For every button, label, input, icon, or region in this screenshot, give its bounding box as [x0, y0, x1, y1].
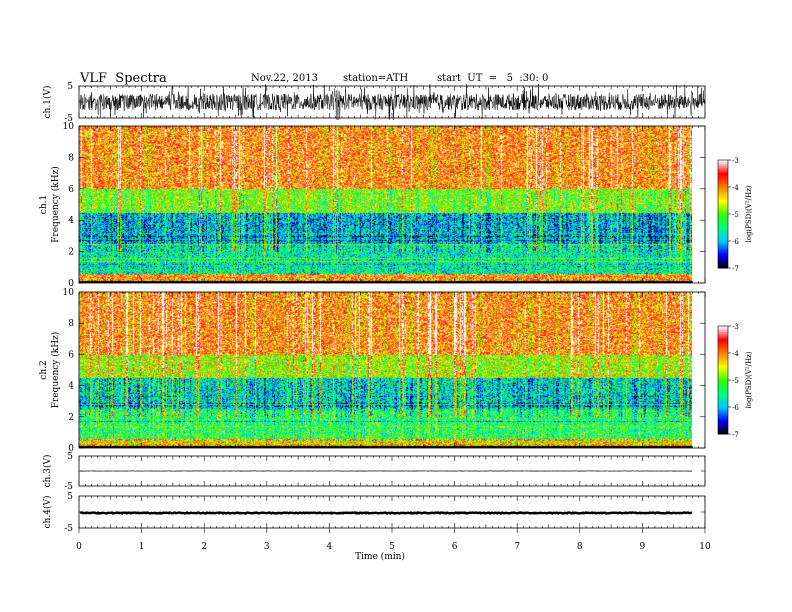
- y-tick-label: -5: [64, 524, 73, 534]
- y-tick-label: 10: [63, 288, 75, 298]
- y-axis-label-frequency: Frequency (kHz): [50, 332, 61, 409]
- colorbar-tick-label: -5: [732, 377, 739, 385]
- x-tick-label: 2: [201, 542, 207, 552]
- start-time-label: start UT = 5 :30: 0: [437, 73, 549, 84]
- ch2-spectrogram: 0 2 4 6 8 10 ch.2 Frequency (kHz) -3 -4 -5 -6 -7 log(…: [39, 288, 753, 454]
- colorbar-label: log(PSD)(V²/Hz): [745, 351, 753, 408]
- x-tick-label: 10: [699, 542, 711, 552]
- y-tick-label: 4: [68, 382, 74, 392]
- colorbar-tick-label: -4: [732, 350, 739, 358]
- y-tick-label: -5: [64, 114, 73, 124]
- chart-title: VLF Spectra: [80, 71, 167, 86]
- waveform-line: [79, 510, 693, 515]
- y-tick-label: 2: [68, 413, 74, 423]
- date-label: Nov.22, 2013: [251, 73, 318, 84]
- colorbar-tick-label: -5: [732, 211, 739, 219]
- x-tick-label: 7: [514, 542, 520, 552]
- colorbar-tick-label: -3: [732, 323, 739, 331]
- x-tick-label: 6: [452, 542, 458, 552]
- x-tick-label: 0: [76, 542, 82, 552]
- y-tick-label: 6: [68, 350, 74, 360]
- y-axis-label: ch.4(V): [42, 496, 53, 529]
- station-label: station=ATH: [343, 73, 409, 84]
- colorbar-tick-label: -3: [732, 157, 739, 165]
- y-axis-label: ch.3(V): [42, 455, 53, 488]
- y-axis-label-channel: ch.1: [39, 195, 49, 214]
- colorbar-tick-label: -6: [732, 404, 739, 412]
- y-axis-label: ch.1(V): [42, 86, 53, 119]
- waveform-line: [79, 84, 705, 121]
- x-tick-label: 3: [264, 542, 270, 552]
- spectrogram-image: [79, 126, 692, 283]
- x-tick-label: 5: [389, 542, 395, 552]
- colorbar-label: log(PSD)(V²/Hz): [745, 185, 753, 242]
- colorbar: -3 -4 -5 -6 -7 log(PSD)(V²/Hz): [717, 323, 753, 439]
- x-tick-label: 1: [139, 542, 145, 552]
- x-axis-label: Time (min): [355, 551, 405, 562]
- colorbar-tick-label: -4: [732, 184, 739, 192]
- colorbar-tick-label: -6: [732, 238, 739, 246]
- y-tick-label: -5: [64, 482, 73, 492]
- y-tick-label: 5: [67, 492, 73, 502]
- x-axis: 0 1 2 3 4 5 6 7 8 9 10 Time (min): [76, 528, 711, 562]
- x-tick-label: 9: [640, 542, 646, 552]
- ch1-spectrogram: 0 2 4 6 8 10 ch.1 Frequency (kHz) -3 -4 -5 -6 -7 log(…: [39, 122, 753, 289]
- y-tick-label: 2: [68, 248, 74, 258]
- y-axis-label-channel: ch.2: [39, 360, 49, 379]
- ch4-waveform: 5 -5 ch.4(V): [42, 492, 706, 534]
- y-tick-label: 6: [68, 185, 74, 195]
- y-axis-label-frequency: Frequency (kHz): [50, 166, 61, 243]
- spectrogram-image: [79, 292, 692, 448]
- y-tick-label: 5: [67, 82, 73, 92]
- x-tick-label: 8: [577, 542, 583, 552]
- y-tick-label: 4: [68, 216, 74, 226]
- y-tick-label: 10: [63, 122, 75, 132]
- colorbar-tick-label: -7: [732, 431, 739, 439]
- y-tick-label: 8: [68, 153, 74, 163]
- y-tick-label: 0: [68, 279, 74, 289]
- y-tick-label: 5: [67, 452, 73, 462]
- y-tick-label: 8: [68, 319, 74, 329]
- colorbar: -3 -4 -5 -6 -7 log(PSD)(V²/Hz): [717, 157, 753, 273]
- x-tick-label: 4: [327, 542, 333, 552]
- colorbar-tick-label: -7: [732, 265, 739, 273]
- y-tick-label: 0: [68, 444, 74, 454]
